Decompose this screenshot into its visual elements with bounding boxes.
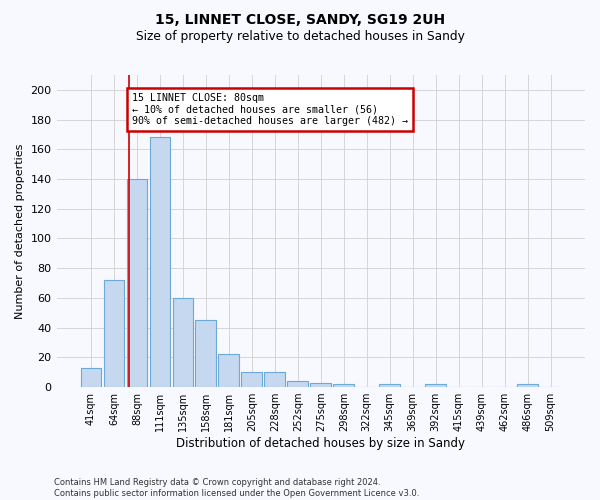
Bar: [241, 372, 262, 387]
Bar: [310, 382, 331, 387]
Bar: [425, 384, 446, 387]
Text: 15, LINNET CLOSE, SANDY, SG19 2UH: 15, LINNET CLOSE, SANDY, SG19 2UH: [155, 12, 445, 26]
Bar: [218, 354, 239, 387]
X-axis label: Distribution of detached houses by size in Sandy: Distribution of detached houses by size …: [176, 437, 465, 450]
Bar: [80, 368, 101, 387]
Bar: [379, 384, 400, 387]
Bar: [104, 280, 124, 387]
Y-axis label: Number of detached properties: Number of detached properties: [15, 144, 25, 318]
Bar: [149, 138, 170, 387]
Text: 15 LINNET CLOSE: 80sqm
← 10% of detached houses are smaller (56)
90% of semi-det: 15 LINNET CLOSE: 80sqm ← 10% of detached…: [132, 93, 408, 126]
Text: Size of property relative to detached houses in Sandy: Size of property relative to detached ho…: [136, 30, 464, 43]
Bar: [173, 298, 193, 387]
Bar: [127, 179, 147, 387]
Bar: [265, 372, 285, 387]
Bar: [517, 384, 538, 387]
Bar: [334, 384, 354, 387]
Text: Contains HM Land Registry data © Crown copyright and database right 2024.
Contai: Contains HM Land Registry data © Crown c…: [54, 478, 419, 498]
Bar: [287, 381, 308, 387]
Bar: [196, 320, 216, 387]
